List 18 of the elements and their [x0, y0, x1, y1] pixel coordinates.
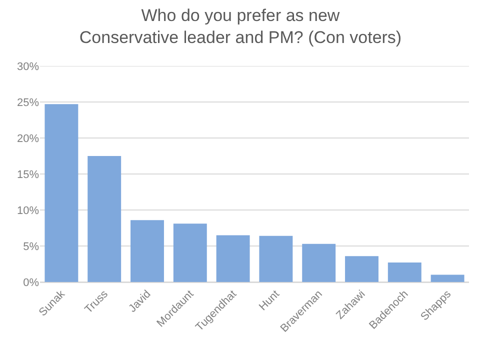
y-tick-label: 0% — [23, 276, 40, 289]
chart-title: Who do you prefer as new Conservative leader and PM? (Con voters) — [79, 6, 402, 48]
bar — [216, 235, 250, 282]
bar — [302, 244, 336, 282]
bar — [88, 156, 122, 282]
y-tick-label: 5% — [23, 240, 40, 253]
bar — [345, 256, 378, 282]
bar — [173, 224, 207, 282]
bar — [259, 236, 293, 282]
y-tick-label: 15% — [16, 168, 40, 181]
y-tick-label: 30% — [16, 60, 40, 73]
y-tick-label: 10% — [16, 204, 40, 217]
bar — [430, 274, 464, 282]
y-tick-label: 20% — [16, 132, 40, 145]
bar — [388, 262, 422, 282]
bar — [44, 104, 78, 282]
bar — [130, 220, 164, 282]
y-tick-label: 25% — [16, 96, 40, 109]
